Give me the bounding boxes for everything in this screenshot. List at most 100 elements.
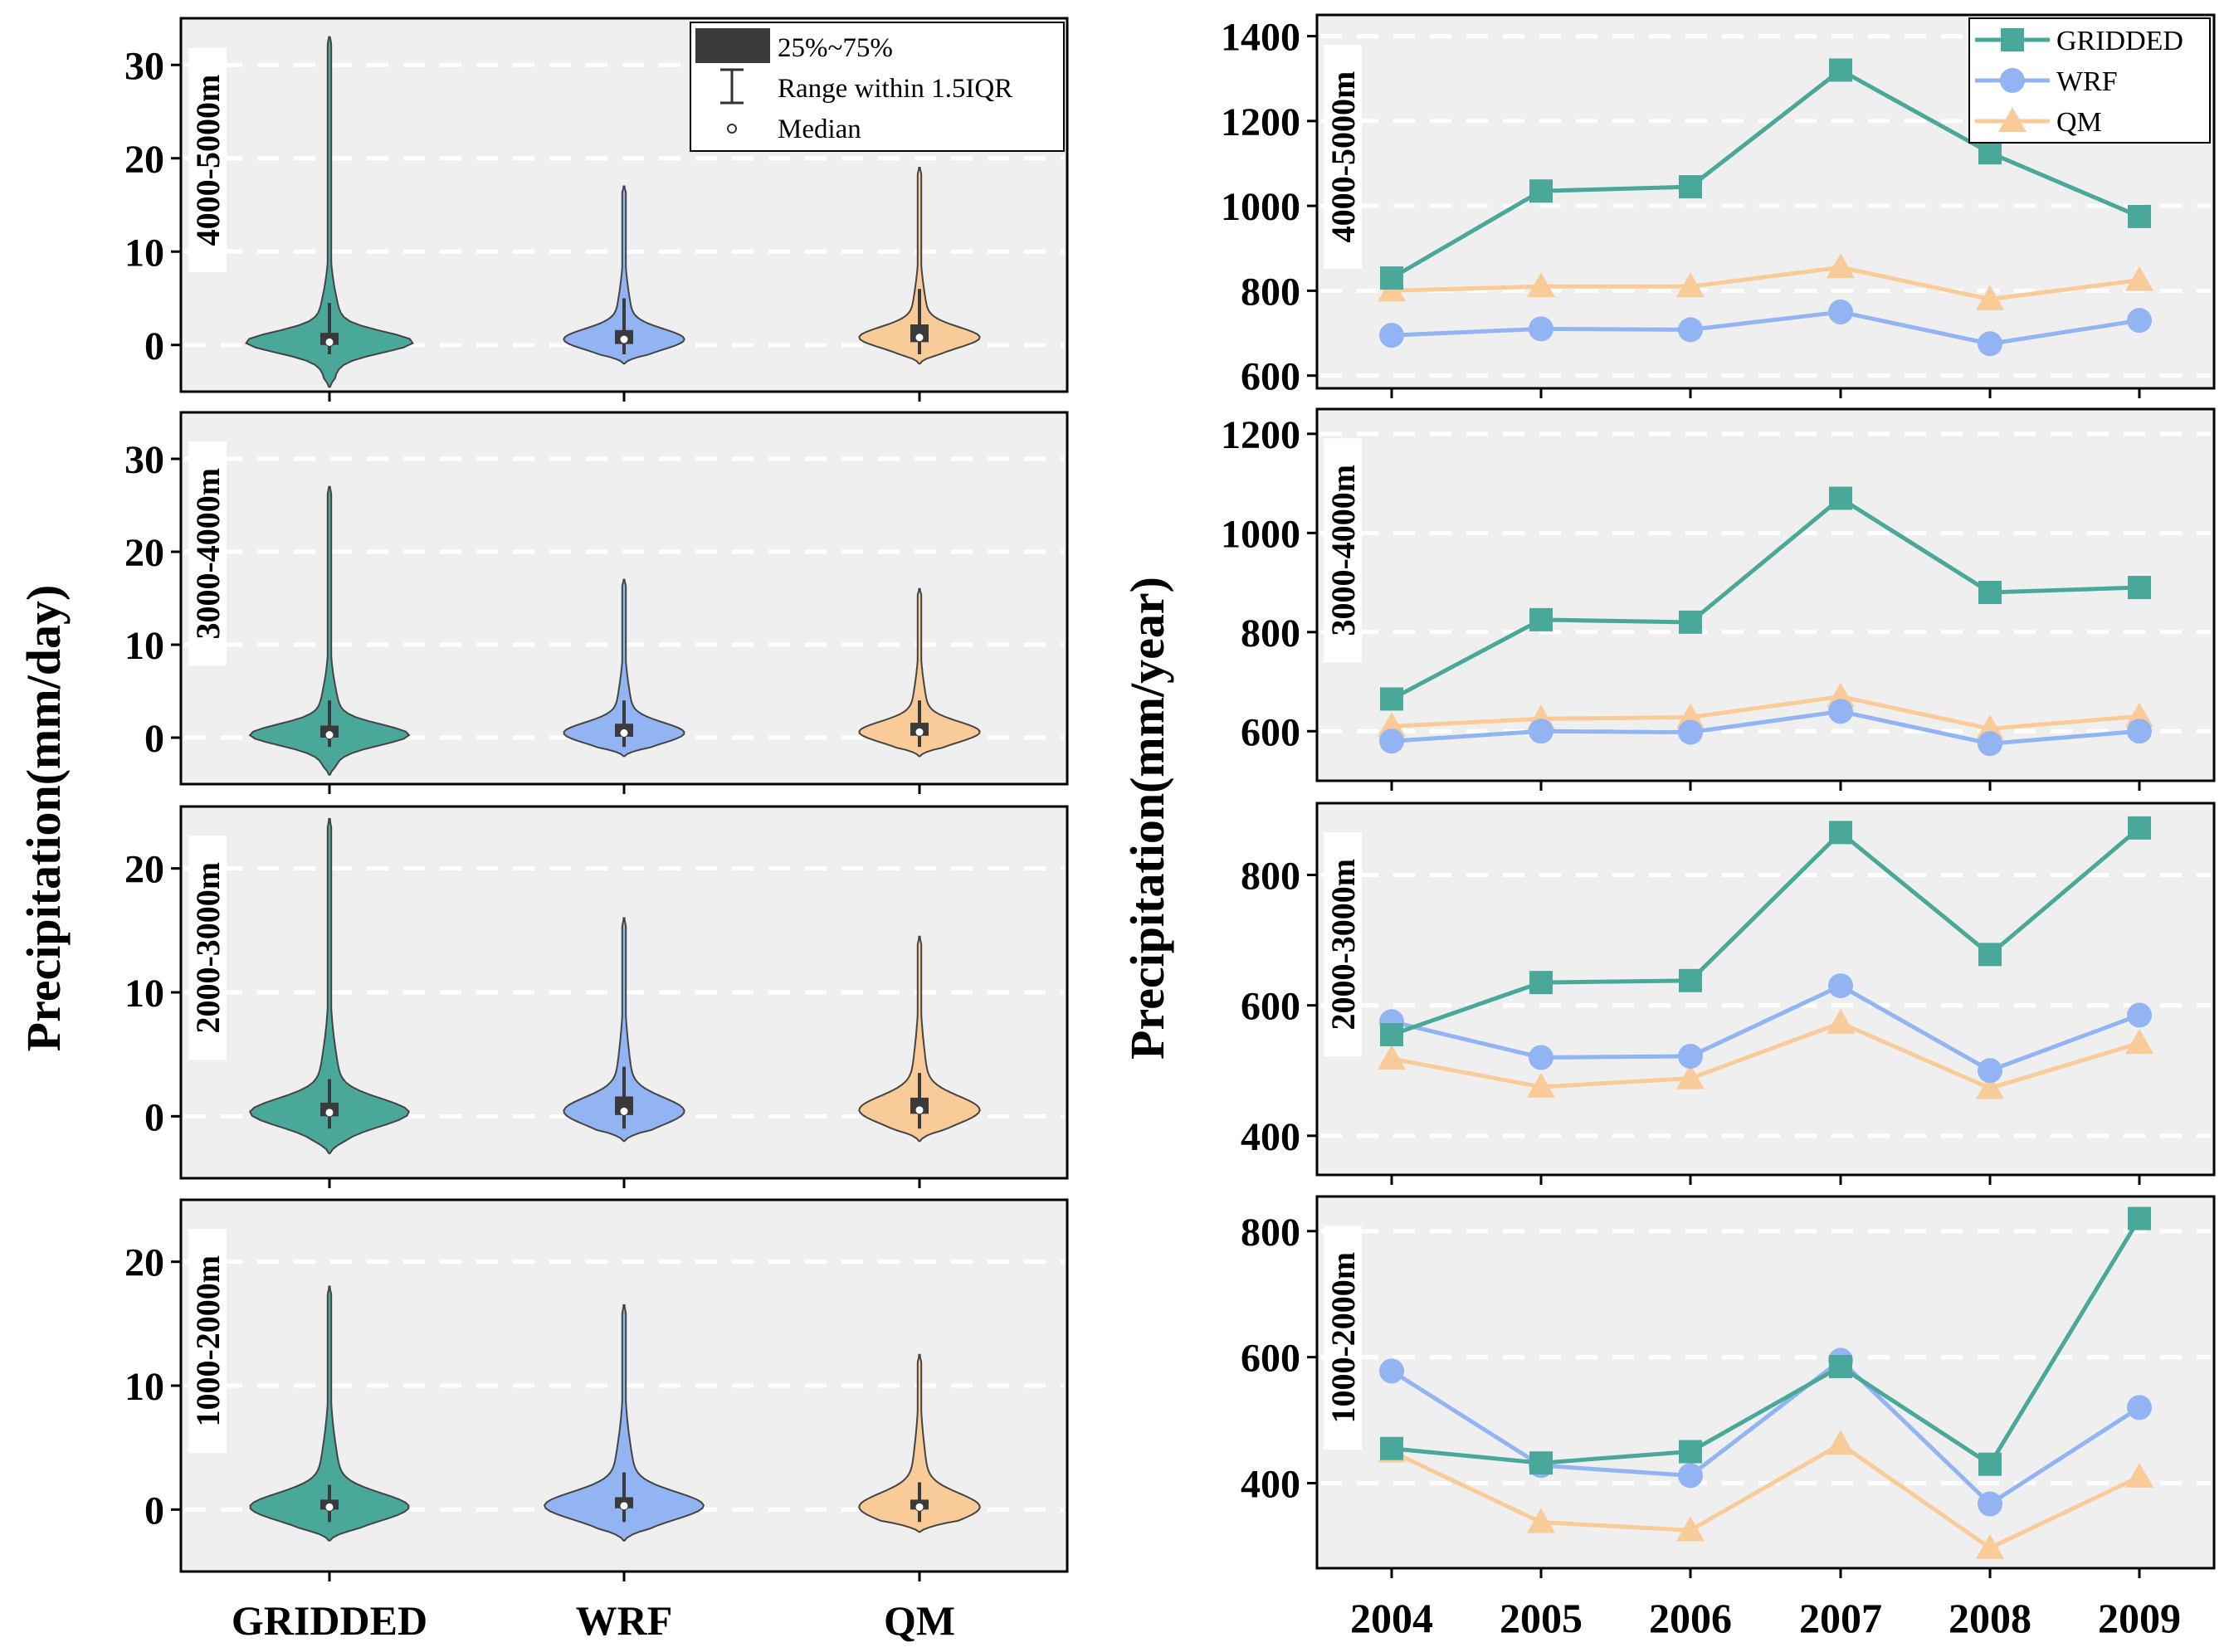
violin-wrf bbox=[563, 578, 685, 758]
legend-marker-gridded bbox=[2001, 28, 2024, 51]
point-wrf-2008 bbox=[1978, 1058, 2002, 1084]
violin-legend: 25%~75% Range within 1.5IQR Median bbox=[690, 22, 1065, 152]
point-gridded-2004 bbox=[1380, 687, 1403, 711]
legend-median-label: Median bbox=[778, 115, 861, 144]
point-gridded-2006 bbox=[1679, 968, 1702, 992]
violin-qm bbox=[858, 1353, 981, 1533]
y-tick-label: 20 bbox=[124, 531, 164, 575]
y-tick-label: 1000 bbox=[1221, 185, 1300, 229]
point-qm-2009 bbox=[2125, 266, 2153, 291]
median-point-gridded bbox=[324, 1502, 334, 1512]
x-tick-label-2005: 2005 bbox=[1500, 1595, 1583, 1641]
y-tick-label: 1200 bbox=[1221, 100, 1300, 144]
series-line-gridded bbox=[1391, 826, 2141, 1037]
violin-panel-4: 0 10 20 1000-2000m GRIDDED WRF QM bbox=[124, 1198, 1069, 1644]
elevation-label-bg bbox=[1324, 1226, 1362, 1450]
point-qm-2005 bbox=[1527, 272, 1555, 298]
point-qm-2005 bbox=[1527, 1072, 1555, 1098]
point-wrf-2008 bbox=[1978, 331, 2002, 357]
median-point-qm bbox=[915, 1502, 924, 1512]
x-tick-label-2009: 2009 bbox=[2098, 1595, 2181, 1641]
violin-qm bbox=[858, 587, 981, 758]
y-tick-label: 20 bbox=[124, 138, 164, 182]
line-panel-4: 400 600 800 1000-2000m 2004 2005 2006 2007 2008 2… bbox=[1241, 1195, 2216, 1641]
elevation-label: 1000-2000m bbox=[189, 1255, 227, 1427]
point-gridded-2005 bbox=[1529, 1451, 1553, 1475]
violin-gridded bbox=[245, 36, 414, 388]
x-tick-label-qm: QM bbox=[884, 1597, 955, 1644]
legend-marker-wrf bbox=[2000, 68, 2025, 93]
point-wrf-2006 bbox=[1678, 1043, 1703, 1069]
elevation-label: 2000-3000m bbox=[1324, 859, 1362, 1031]
legend-box-swatch bbox=[695, 28, 770, 63]
line-panel-3: 400 600 800 2000-3000m bbox=[1241, 802, 2216, 1185]
point-gridded-2006 bbox=[1679, 1440, 1702, 1464]
point-qm-2009 bbox=[2125, 1462, 2153, 1488]
violin-panel-3: 0 10 20 2000-3000m bbox=[124, 805, 1069, 1188]
point-qm-2007 bbox=[1827, 682, 1855, 708]
point-qm-2007 bbox=[1827, 253, 1855, 279]
elevation-label-bg bbox=[1324, 832, 1362, 1057]
median-point-wrf bbox=[619, 1501, 629, 1511]
y-tick-label: 10 bbox=[124, 972, 164, 1016]
left-y-axis-label: Precipitation(mm/day) bbox=[17, 585, 71, 1052]
y-tick-label: 600 bbox=[1241, 355, 1300, 399]
point-gridded-2007 bbox=[1829, 486, 1852, 510]
violin-qm bbox=[858, 935, 981, 1143]
point-wrf-2005 bbox=[1529, 316, 1553, 342]
elevation-label-bg bbox=[188, 1229, 227, 1454]
legend-box-label: 25%~75% bbox=[778, 33, 893, 63]
point-wrf-2004 bbox=[1379, 323, 1404, 348]
median-point-qm bbox=[915, 333, 924, 343]
series-line-wrf bbox=[1391, 309, 2140, 346]
y-tick-label: 10 bbox=[124, 624, 164, 668]
legend-median-marker bbox=[727, 124, 737, 134]
point-gridded-2009 bbox=[2128, 576, 2151, 600]
y-tick-label: 1000 bbox=[1221, 512, 1300, 556]
point-gridded-2009 bbox=[2128, 816, 2151, 840]
point-gridded-2005 bbox=[1529, 179, 1553, 203]
violin-gridded bbox=[248, 817, 411, 1155]
point-qm-2008 bbox=[1976, 1533, 2004, 1559]
elevation-label-bg bbox=[188, 441, 227, 666]
line-panel-frame bbox=[1315, 1195, 2216, 1570]
x-tick-label-2006: 2006 bbox=[1649, 1595, 1732, 1641]
elevation-label-bg bbox=[188, 48, 227, 272]
violin-wrf bbox=[563, 917, 685, 1143]
point-qm-2008 bbox=[1976, 1074, 2004, 1099]
y-tick-label: 800 bbox=[1241, 612, 1300, 655]
point-qm-2007 bbox=[1827, 1430, 1855, 1455]
point-wrf-2008 bbox=[1978, 1491, 2002, 1517]
point-wrf-2008 bbox=[1978, 731, 2002, 757]
point-gridded-2004 bbox=[1380, 266, 1403, 290]
y-tick-label: 600 bbox=[1241, 985, 1300, 1029]
y-tick-label: 0 bbox=[144, 1489, 164, 1533]
point-qm-2008 bbox=[1976, 285, 2004, 310]
series-line-qm bbox=[1391, 1021, 2140, 1091]
series-line-qm bbox=[1391, 694, 2140, 731]
y-tick-label: 1400 bbox=[1221, 16, 1300, 60]
point-gridded-2007 bbox=[1829, 58, 1852, 82]
y-tick-label: 0 bbox=[144, 324, 164, 368]
point-qm-2007 bbox=[1827, 1008, 1855, 1034]
point-gridded-2009 bbox=[2128, 1206, 2151, 1230]
point-gridded-2009 bbox=[2128, 204, 2151, 228]
point-wrf-2009 bbox=[2127, 1395, 2152, 1421]
line-legend: GRIDDED WRF QM bbox=[1968, 17, 2211, 144]
x-tick-label-2004: 2004 bbox=[1350, 1595, 1433, 1641]
y-tick-label: 600 bbox=[1241, 1337, 1300, 1381]
point-gridded-2004 bbox=[1380, 1436, 1403, 1460]
point-wrf-2005 bbox=[1529, 719, 1553, 744]
point-qm-2009 bbox=[2125, 1029, 2153, 1055]
series-line-gridded bbox=[1391, 1217, 2142, 1468]
point-gridded-2005 bbox=[1529, 971, 1553, 995]
elevation-label-bg bbox=[1324, 438, 1362, 663]
violin-wrf bbox=[543, 1304, 705, 1542]
violin-qm bbox=[858, 167, 981, 365]
point-wrf-2006 bbox=[1678, 1463, 1703, 1489]
y-tick-label: 0 bbox=[144, 1095, 164, 1139]
x-tick-label-2008: 2008 bbox=[1949, 1595, 2031, 1641]
point-qm-2006 bbox=[1676, 272, 1705, 298]
point-gridded-2005 bbox=[1529, 607, 1553, 631]
point-qm-2004 bbox=[1378, 712, 1406, 738]
